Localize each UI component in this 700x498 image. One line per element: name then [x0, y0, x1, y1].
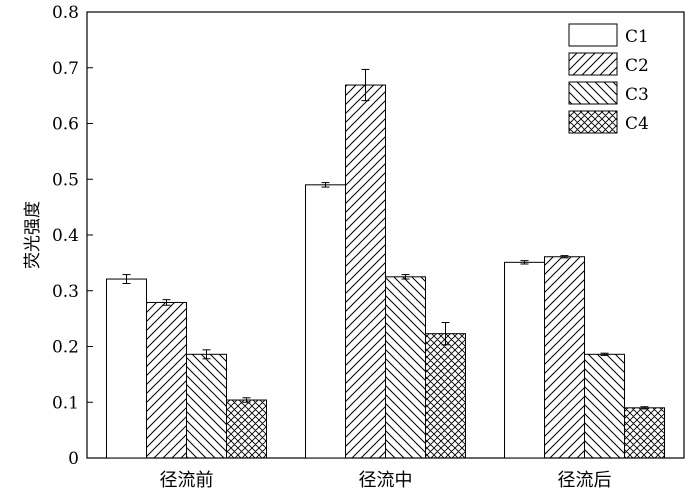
y-tick-label: 0.6	[52, 115, 79, 135]
legend-label: C3	[625, 85, 649, 105]
x-category-label: 径流前	[160, 470, 214, 491]
legend-label: C2	[625, 56, 649, 76]
bar-c3	[385, 276, 426, 459]
y-axis-label: 荧光强度	[23, 201, 43, 269]
legend-swatch-c3	[568, 81, 618, 105]
bar-c3	[186, 353, 227, 459]
legend-swatch-c1	[568, 23, 618, 47]
bar-c2	[544, 256, 585, 459]
bar-c3	[584, 353, 625, 459]
y-tick-label: 0.8	[52, 3, 79, 23]
y-tick-label: 0.1	[52, 393, 79, 413]
bar-c2	[146, 301, 187, 459]
legend-label: C4	[625, 114, 649, 134]
legend: C1 C2 C3 C4	[568, 23, 649, 134]
bar-c4	[226, 399, 267, 459]
bar-c1	[504, 261, 545, 459]
x-category-label: 径流后	[558, 470, 612, 491]
y-tick-label: 0.4	[52, 226, 79, 246]
y-axis: 0 0.1 0.2 0.3 0.4 0.5 0.6 0.7 0.8	[52, 3, 93, 469]
bar-c4	[624, 407, 665, 459]
x-category-label: 径流中	[359, 470, 413, 491]
bar-c1	[305, 184, 346, 459]
y-tick-label: 0.2	[52, 338, 79, 358]
bar-c4	[425, 333, 466, 459]
legend-label: C1	[625, 27, 649, 47]
y-tick-label: 0.7	[52, 59, 79, 79]
bar-group	[106, 68, 665, 459]
y-tick-label: 0	[68, 449, 79, 469]
bar-c1	[106, 278, 147, 459]
legend-swatch-c2	[568, 52, 618, 76]
y-tick-label: 0.3	[52, 282, 79, 302]
y-tick-label: 0.5	[52, 170, 79, 190]
bar-c2	[345, 84, 386, 459]
legend-swatch-c4	[568, 110, 618, 134]
x-axis: 径流前 径流中 径流后	[160, 470, 612, 491]
